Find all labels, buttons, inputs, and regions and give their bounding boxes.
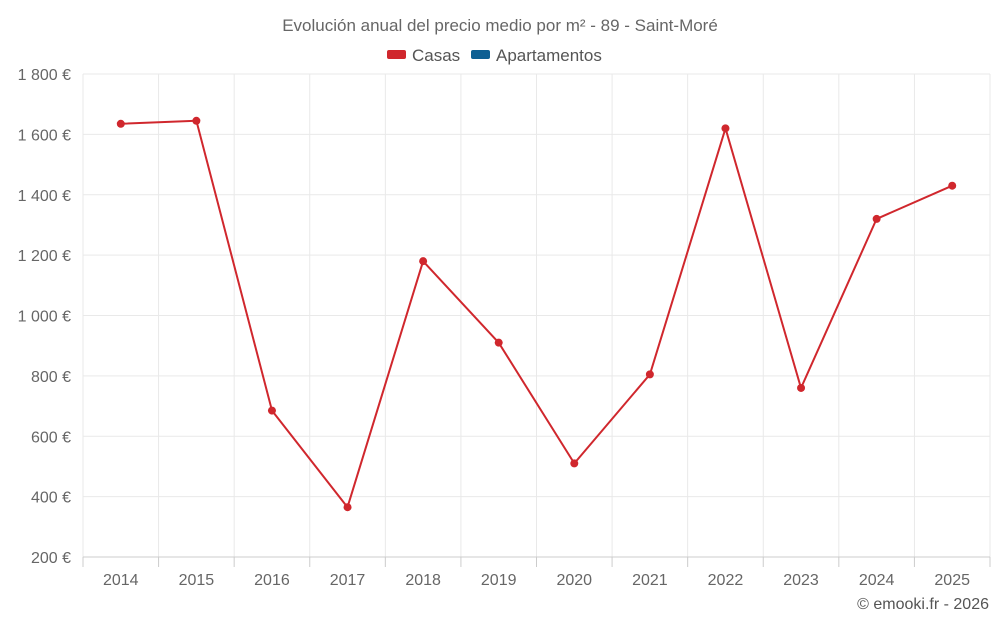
- data-point-casas[interactable]: [721, 124, 730, 133]
- legend-swatch-casas[interactable]: [387, 50, 406, 59]
- y-tick-label: 800 €: [31, 369, 71, 386]
- series-lines: [119, 119, 954, 509]
- legend-swatch-apartamentos[interactable]: [471, 50, 490, 59]
- data-point-casas[interactable]: [872, 214, 881, 223]
- footer-credit: © emooki.fr - 2026: [857, 596, 989, 613]
- x-tick-label: 2016: [254, 572, 290, 589]
- data-point-casas[interactable]: [797, 383, 806, 392]
- y-tick-label: 1 600 €: [18, 127, 71, 144]
- series-line-casas: [119, 119, 954, 509]
- x-tick-label: 2021: [632, 572, 668, 589]
- x-tick-label: 2014: [103, 572, 139, 589]
- x-tick-label: 2020: [556, 572, 592, 589]
- x-gridlines: [82, 74, 991, 557]
- data-point-casas[interactable]: [948, 181, 957, 190]
- series-points: [116, 116, 957, 512]
- x-tick-label: 2017: [330, 572, 366, 589]
- legend: Casas Apartamentos: [387, 46, 602, 65]
- y-tick-label: 1 000 €: [18, 309, 71, 326]
- y-tick-label: 200 €: [31, 550, 71, 567]
- x-tick-label: 2019: [481, 572, 517, 589]
- y-tick-label: 1 800 €: [18, 67, 71, 84]
- x-tick-label: 2018: [405, 572, 441, 589]
- x-tick-label: 2024: [859, 572, 895, 589]
- data-point-casas[interactable]: [494, 338, 503, 347]
- legend-label-apartamentos[interactable]: Apartamentos: [496, 46, 602, 65]
- chart-title: Evolución anual del precio medio por m² …: [282, 16, 718, 35]
- data-point-casas[interactable]: [116, 119, 125, 128]
- data-point-casas[interactable]: [343, 503, 352, 512]
- data-point-casas[interactable]: [645, 370, 654, 379]
- y-axis-ticks: 200 € 400 € 600 € 800 € 1 000 € 1 200 € 1 400 …: [18, 67, 71, 567]
- data-point-casas[interactable]: [267, 406, 276, 415]
- x-tick-label: 2022: [708, 572, 744, 589]
- data-point-casas[interactable]: [419, 257, 428, 266]
- x-tick-label: 2023: [783, 572, 819, 589]
- x-tick-label: 2025: [934, 572, 970, 589]
- legend-label-casas[interactable]: Casas: [412, 46, 460, 65]
- x-axis-ticks: 2014 2015 2016 2017 2018 2019 2020 2021 2022 2023…: [82, 557, 991, 589]
- y-tick-label: 600 €: [31, 429, 71, 446]
- x-tick-label: 2015: [179, 572, 215, 589]
- y-tick-label: 400 €: [31, 490, 71, 507]
- data-point-casas[interactable]: [570, 459, 579, 468]
- data-point-casas[interactable]: [192, 116, 201, 125]
- y-tick-label: 1 200 €: [18, 248, 71, 265]
- y-tick-label: 1 400 €: [18, 188, 71, 205]
